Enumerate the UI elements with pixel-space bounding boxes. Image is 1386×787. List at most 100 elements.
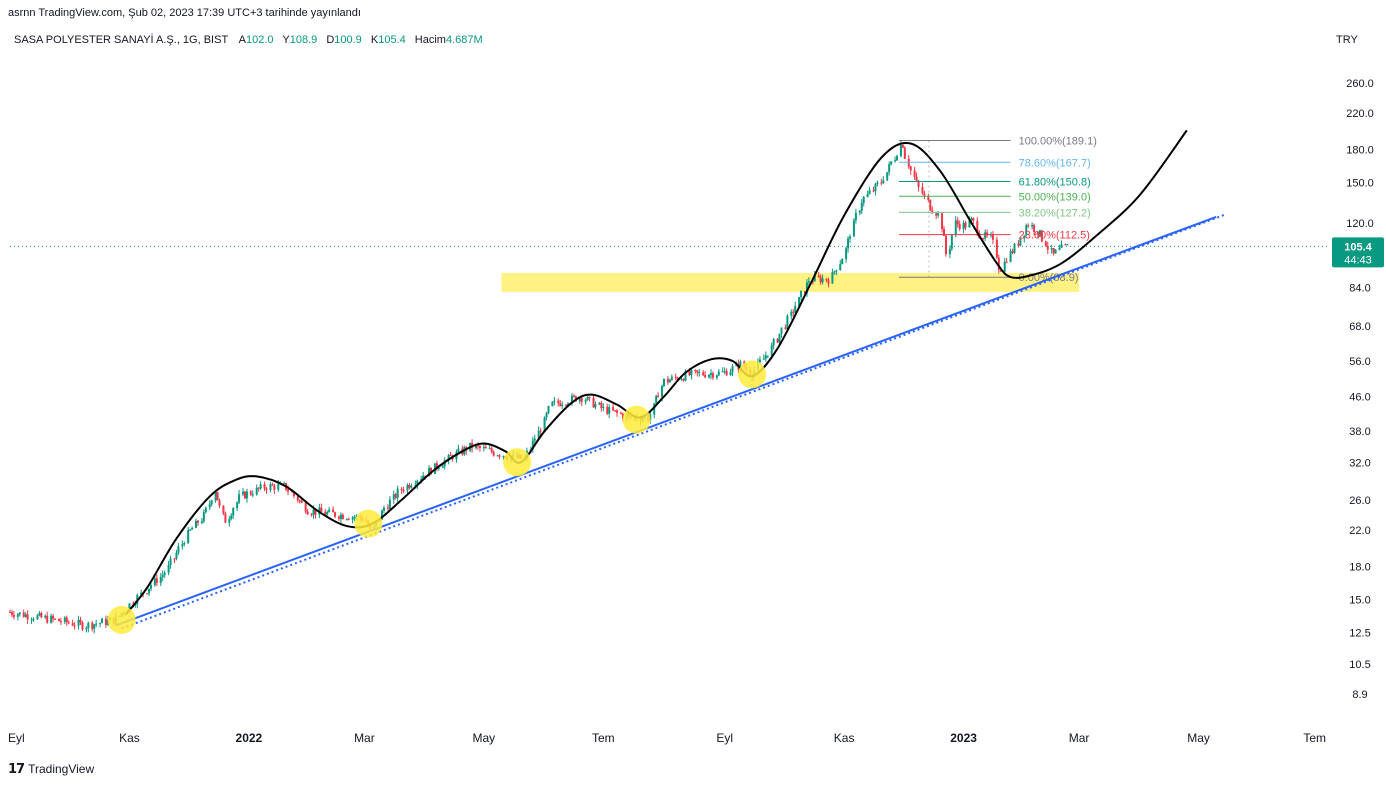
candle-body bbox=[901, 145, 904, 148]
candle-body bbox=[1005, 261, 1008, 263]
candle-body bbox=[708, 374, 711, 378]
candle-body bbox=[173, 558, 176, 560]
candle-body bbox=[351, 517, 354, 520]
candle-body bbox=[614, 410, 617, 412]
candle-body bbox=[839, 264, 842, 271]
candle-body bbox=[236, 502, 239, 509]
candle-body bbox=[414, 484, 417, 486]
candle-body bbox=[381, 510, 384, 520]
candle-body bbox=[790, 311, 793, 316]
fib-level-label: 50.00%(139.0) bbox=[1019, 191, 1091, 203]
candle-body bbox=[886, 172, 889, 181]
candle-body bbox=[1058, 247, 1061, 250]
touch-point-marker bbox=[622, 405, 651, 434]
symbol-name[interactable]: SASA POLYESTER SANAYİ A.Ş., 1G, BIST bbox=[14, 34, 229, 46]
candle-body bbox=[159, 576, 162, 583]
candle-body bbox=[792, 311, 795, 313]
candle-body bbox=[874, 183, 877, 192]
candle-body bbox=[570, 395, 573, 404]
candle-body bbox=[200, 521, 203, 523]
candle-body bbox=[698, 372, 701, 374]
y-tick-label: 220.0 bbox=[1346, 108, 1374, 120]
candle-body bbox=[490, 448, 493, 452]
candle-body bbox=[690, 369, 693, 375]
candle-body bbox=[868, 190, 871, 195]
candle-body bbox=[819, 276, 822, 283]
candle-body bbox=[187, 529, 190, 544]
candle-body bbox=[306, 511, 309, 515]
candle-body bbox=[666, 378, 669, 383]
candle-body bbox=[937, 213, 940, 216]
trendline bbox=[115, 216, 1217, 627]
candle-body bbox=[269, 484, 272, 490]
candle-body bbox=[79, 619, 82, 623]
candle-body bbox=[849, 236, 852, 239]
candle-body bbox=[913, 170, 916, 177]
candle-body bbox=[854, 212, 857, 221]
candle-body bbox=[457, 448, 460, 453]
y-tick-label: 8.9 bbox=[1352, 689, 1367, 701]
candle-body bbox=[764, 355, 767, 359]
candle-body bbox=[807, 281, 810, 283]
candle-body bbox=[259, 484, 262, 489]
candle-body bbox=[382, 507, 385, 511]
x-tick-label: May bbox=[473, 731, 496, 745]
candle-body bbox=[559, 403, 562, 406]
candle-body bbox=[345, 519, 348, 521]
x-tick-label: Mar bbox=[1069, 731, 1090, 745]
candle-body bbox=[191, 527, 194, 530]
candle-body bbox=[1031, 225, 1034, 227]
candle-body bbox=[475, 444, 478, 449]
candle-body bbox=[101, 618, 104, 624]
candle-body bbox=[296, 496, 299, 501]
candle-body bbox=[478, 446, 481, 449]
candle-body bbox=[762, 358, 765, 360]
candle-body bbox=[396, 488, 399, 498]
fib-level-label: 61.80%(150.8) bbox=[1019, 177, 1091, 189]
candle-body bbox=[704, 375, 707, 378]
candle-body bbox=[941, 213, 944, 229]
candle-body bbox=[794, 305, 797, 313]
candle-body bbox=[148, 588, 151, 594]
candle-body bbox=[684, 371, 687, 381]
candle-body bbox=[780, 327, 783, 334]
candle-body bbox=[341, 514, 344, 520]
candle-body bbox=[104, 618, 107, 625]
candle-body bbox=[896, 156, 899, 161]
candle-body bbox=[602, 406, 605, 409]
candle-body bbox=[972, 218, 975, 221]
candle-body bbox=[592, 397, 595, 408]
candle-body bbox=[825, 278, 828, 281]
candle-body bbox=[1027, 225, 1030, 227]
candle-body bbox=[337, 516, 340, 519]
candle-body bbox=[880, 182, 883, 184]
x-tick-label: 2022 bbox=[236, 731, 263, 745]
candle-body bbox=[310, 514, 313, 516]
candle-body bbox=[265, 488, 268, 490]
candle-body bbox=[845, 248, 848, 260]
candle-body bbox=[224, 513, 227, 523]
candle-body bbox=[498, 455, 501, 457]
y-tick-label: 260.0 bbox=[1346, 78, 1374, 90]
candle-body bbox=[57, 618, 60, 622]
candle-body bbox=[533, 438, 536, 441]
candle-body bbox=[394, 494, 397, 498]
candle-body bbox=[899, 145, 902, 157]
candle-body bbox=[18, 612, 21, 615]
candle-body bbox=[95, 623, 98, 625]
last-price-badge[interactable] bbox=[1332, 237, 1384, 268]
candle-body bbox=[663, 378, 665, 386]
candle-body bbox=[847, 238, 850, 249]
candle-body bbox=[304, 502, 307, 512]
currency-label[interactable]: TRY bbox=[1336, 34, 1358, 46]
candle-body bbox=[986, 232, 989, 236]
candle-body bbox=[204, 507, 207, 513]
candle-body bbox=[927, 195, 930, 200]
candle-body bbox=[561, 404, 564, 406]
candle-body bbox=[347, 519, 350, 521]
candle-body bbox=[400, 488, 403, 491]
x-tick-label: 2023 bbox=[950, 731, 977, 745]
legend-open: A102.0 bbox=[238, 34, 274, 46]
candle-body bbox=[862, 196, 865, 203]
